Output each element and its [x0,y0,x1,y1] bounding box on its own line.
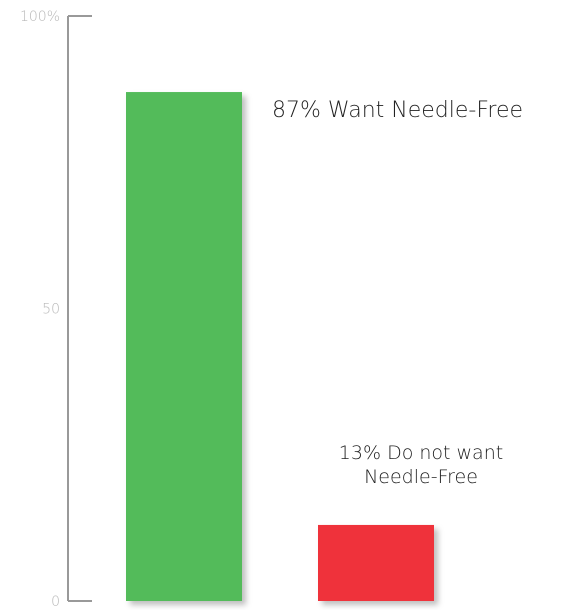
bars [126,92,434,602]
bar-1 [126,92,242,602]
y-axis-ticks: 0 50 100% [20,9,92,610]
y-tick-label: 100% [20,9,60,25]
data-labels: 87% Want Needle-Free 13% Do not want Needl… [272,98,523,488]
bar-2 [318,524,434,601]
y-tick-label: 0 [51,594,60,610]
bar-1-data-label: 87% Want Needle-Free [272,98,523,123]
y-tick-label: 50 [42,302,60,318]
bar-2-data-label: 13% Do not want Needle-Free [339,442,503,488]
